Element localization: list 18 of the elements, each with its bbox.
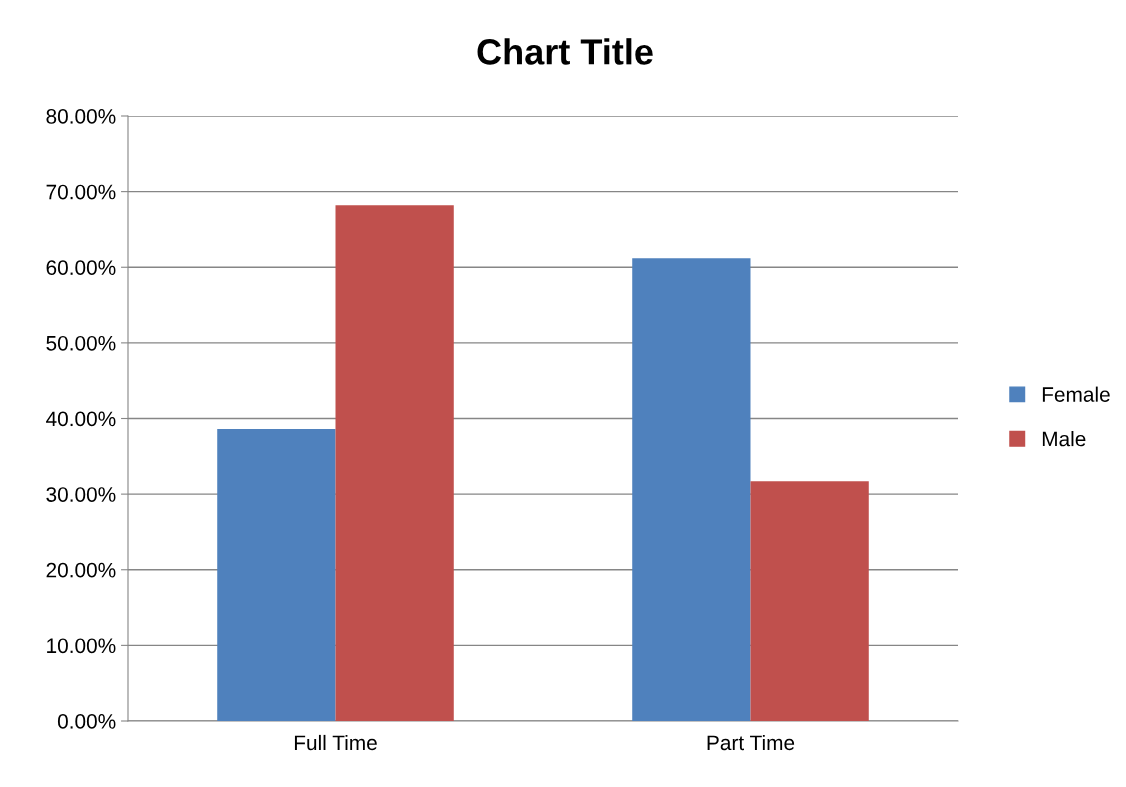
chart-title: Chart Title (477, 38, 653, 65)
bar (632, 258, 751, 721)
bar (335, 205, 454, 721)
y-tick-label: 80.00% (46, 109, 116, 124)
y-tick-label: 20.00% (46, 562, 116, 578)
x-tick-label: Part Time (707, 734, 795, 751)
x-tick-label: Full Time (294, 734, 377, 751)
legend-label: Male (1042, 431, 1086, 447)
y-tick-label: 40.00% (46, 411, 116, 427)
y-tick-label: 30.00% (46, 487, 116, 502)
bar (750, 481, 869, 721)
y-tick-label: 50.00% (46, 335, 116, 351)
y-tick-label: 60.00% (46, 260, 116, 275)
y-tick-label: 10.00% (47, 638, 116, 654)
bar (217, 429, 336, 721)
legend-label: Female (1042, 386, 1110, 402)
y-tick-label: 70.00% (46, 184, 116, 200)
y-tick-label: 0.00% (57, 714, 116, 729)
